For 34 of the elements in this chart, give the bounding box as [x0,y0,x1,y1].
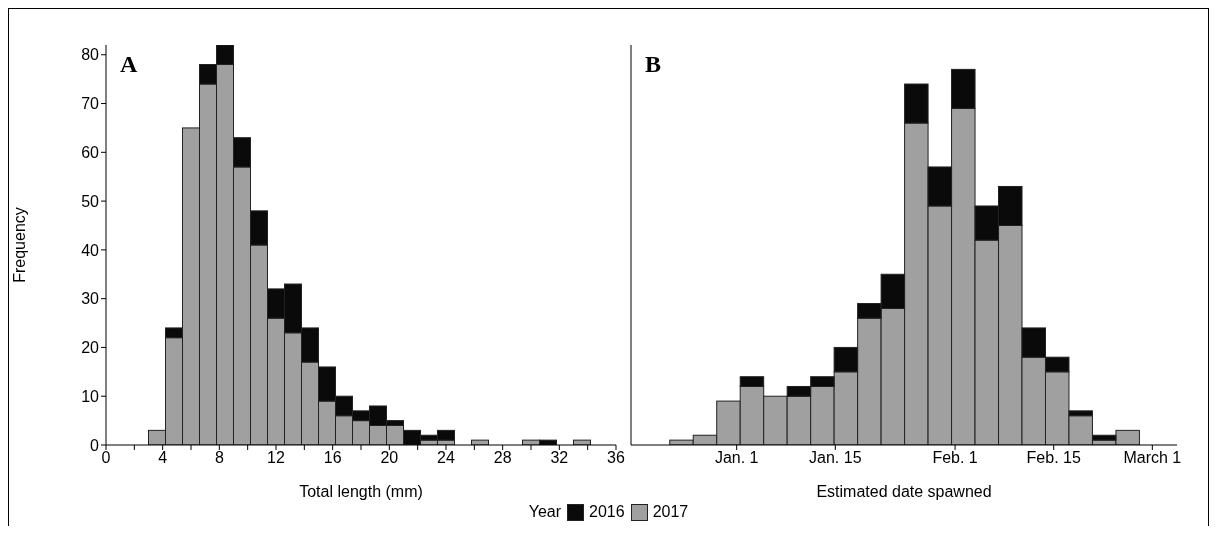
y-tick-label: 20 [81,339,100,357]
legend-title: Year [528,503,562,521]
bar [471,439,489,445]
y-tick-label: 30 [81,290,100,308]
x-tick-label: Feb. 1 [932,449,978,467]
y-tick-label: 70 [81,95,100,113]
x-tick-label: Jan. 15 [809,449,862,467]
y-tick-label: 80 [81,46,100,64]
x-axis-title: Estimated date spawned [816,483,992,500]
y-tick-label: 0 [90,436,100,454]
x-axis-title: Total length (mm) [299,483,423,500]
chart-title: A [120,51,138,78]
legend-label: 2016 [589,503,625,521]
y-tick-label: 40 [81,241,100,259]
x-tick-label: 16 [323,449,342,467]
chart-title: B [645,51,662,78]
x-tick-label: March 1 [1123,449,1182,467]
x-tick-label: 0 [101,449,111,467]
x-tick-label: 20 [380,449,399,467]
legend-label: 2017 [652,503,689,521]
x-tick-label: 8 [214,449,224,467]
x-tick-label: 4 [158,449,168,467]
y-tick-label: 10 [81,387,100,405]
bar [573,439,591,445]
y-tick-label: 60 [81,144,100,161]
x-tick-label: Jan. 1 [714,449,759,467]
x-tick-label: 12 [267,449,285,467]
x-tick-label: 28 [493,449,512,467]
x-tick-label: 32 [550,449,569,467]
y-axis-title: Frequency [10,207,28,283]
x-tick-label: 36 [607,449,625,467]
x-tick-label: 24 [437,449,455,467]
x-tick-label: Feb. 15 [1026,449,1081,467]
y-tick-label: 50 [81,192,100,210]
